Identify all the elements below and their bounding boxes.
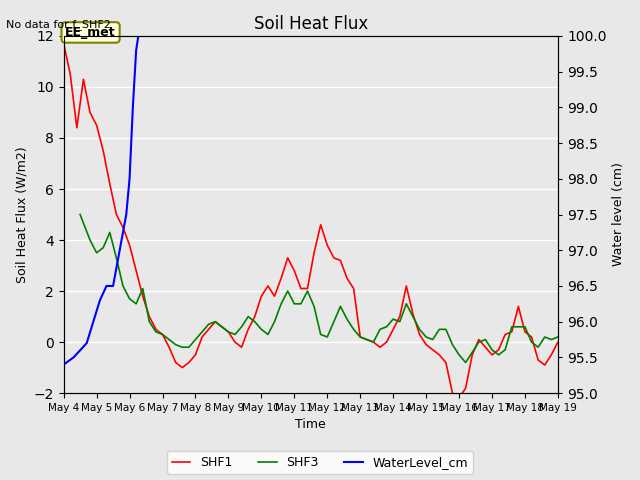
Text: EE_met: EE_met — [65, 26, 116, 39]
Line: SHF1: SHF1 — [63, 44, 558, 398]
SHF1 — [231, 339, 239, 345]
SHF1 — [376, 344, 384, 350]
SHF3 — [317, 332, 324, 337]
WaterLevel_cm — [125, 176, 133, 182]
SHF1 — [60, 41, 67, 47]
WaterLevel_cm — [132, 48, 140, 53]
WaterLevel_cm — [96, 298, 104, 303]
WaterLevel_cm — [122, 212, 130, 217]
WaterLevel_cm — [129, 105, 137, 110]
WaterLevel_cm — [109, 283, 117, 289]
WaterLevel_cm — [102, 283, 110, 289]
WaterLevel_cm — [136, 26, 143, 32]
SHF3 — [554, 334, 562, 340]
SHF1 — [462, 385, 470, 391]
Title: Soil Heat Flux: Soil Heat Flux — [253, 15, 368, 33]
SHF3 — [515, 324, 522, 330]
SHF1 — [554, 339, 562, 345]
SHF1 — [106, 181, 114, 187]
WaterLevel_cm — [76, 348, 84, 353]
X-axis label: Time: Time — [296, 419, 326, 432]
SHF1 — [317, 222, 324, 228]
WaterLevel_cm — [90, 319, 97, 324]
Line: SHF3: SHF3 — [80, 215, 558, 362]
Y-axis label: Soil Heat Flux (W/m2): Soil Heat Flux (W/m2) — [15, 146, 28, 283]
WaterLevel_cm — [70, 355, 77, 360]
WaterLevel_cm — [116, 247, 124, 253]
SHF1 — [389, 326, 397, 332]
WaterLevel_cm — [60, 361, 67, 367]
Y-axis label: Water level (cm): Water level (cm) — [612, 163, 625, 266]
SHF3 — [495, 352, 502, 358]
WaterLevel_cm — [83, 340, 90, 346]
SHF3 — [185, 344, 193, 350]
SHF1 — [455, 396, 463, 401]
Text: No data for f_SHF2: No data for f_SHF2 — [6, 19, 111, 30]
Legend: SHF1, SHF3, WaterLevel_cm: SHF1, SHF3, WaterLevel_cm — [166, 451, 474, 474]
SHF3 — [462, 360, 470, 365]
SHF3 — [481, 336, 489, 342]
Line: WaterLevel_cm: WaterLevel_cm — [63, 29, 140, 364]
SHF3 — [76, 212, 84, 217]
SHF3 — [237, 324, 245, 330]
